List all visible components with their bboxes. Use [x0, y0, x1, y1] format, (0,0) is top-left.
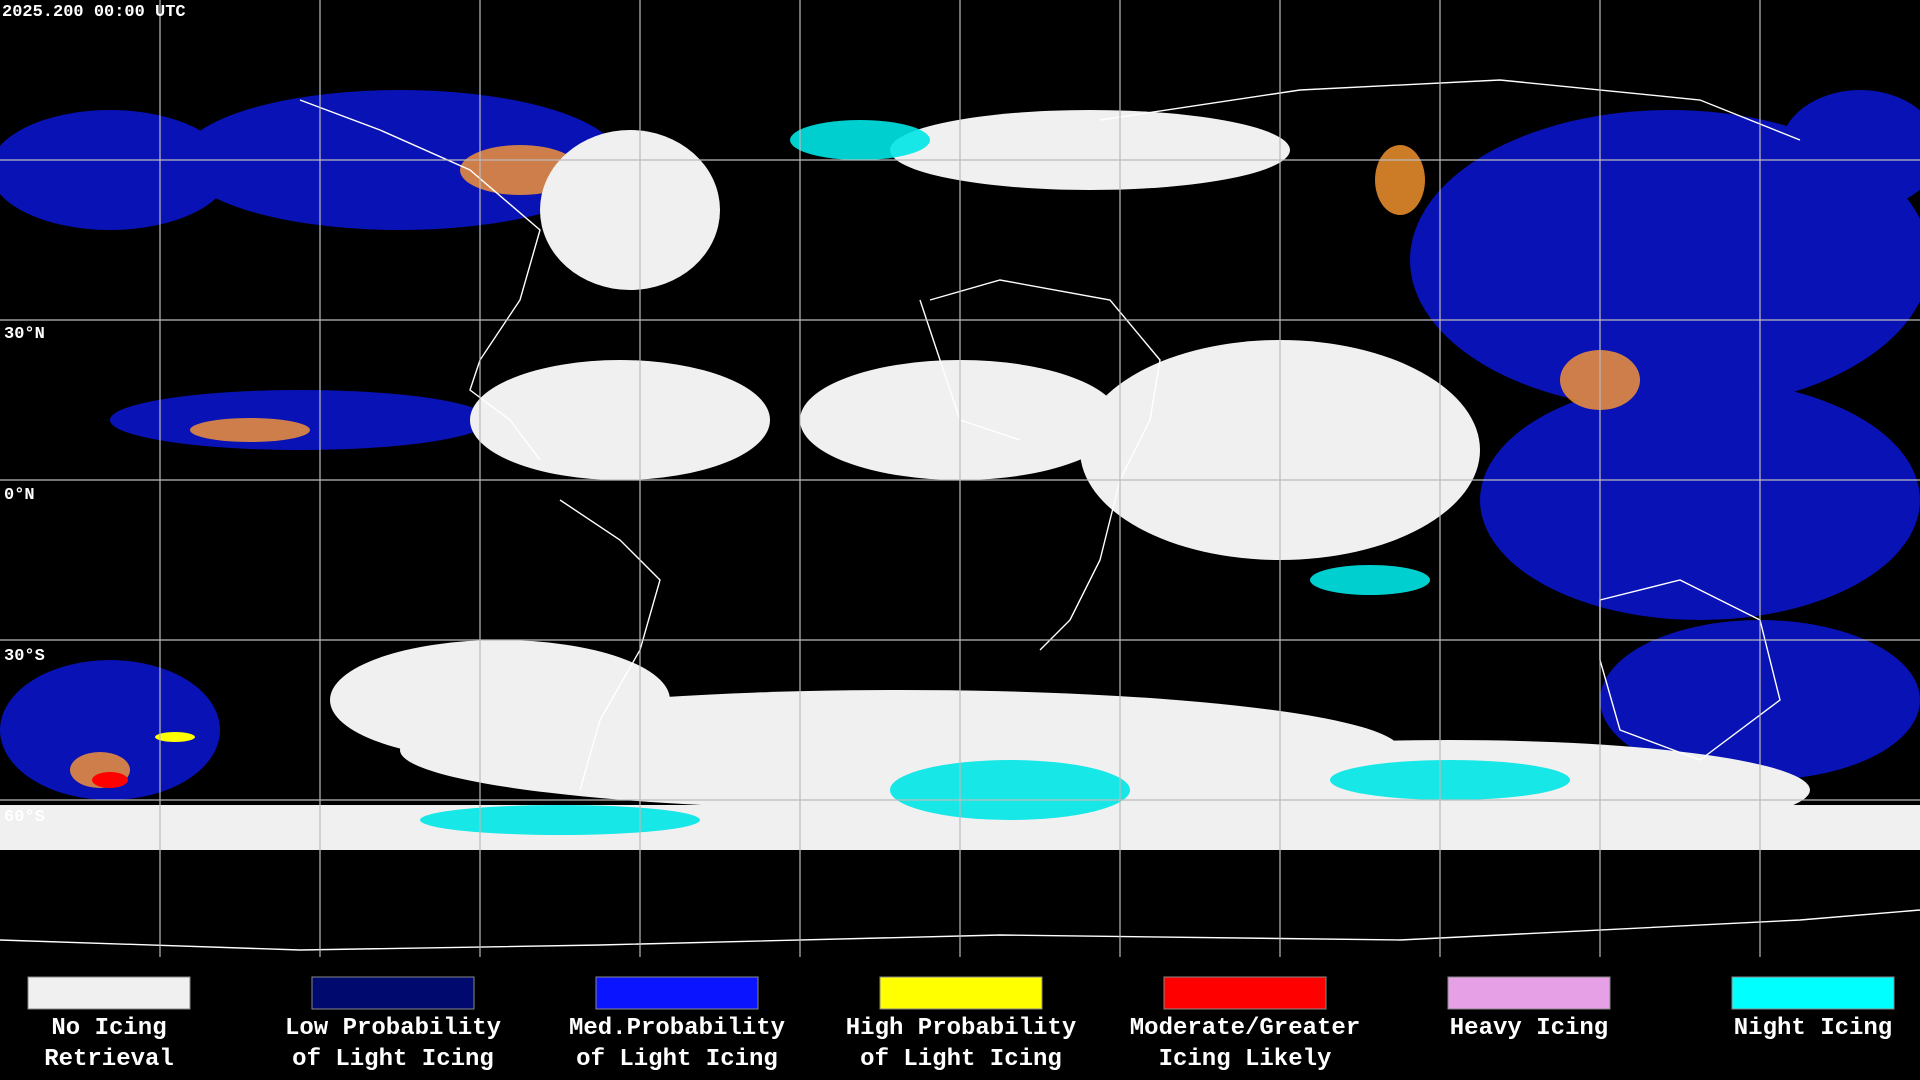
legend-swatch	[311, 976, 475, 1010]
legend-label: of Light Icing	[576, 1046, 778, 1073]
legend-label: Icing Likely	[1159, 1046, 1332, 1073]
legend-swatch	[879, 976, 1043, 1010]
latitude-label: 0°N	[4, 486, 35, 505]
legend-label: Heavy Icing	[1450, 1015, 1608, 1042]
legend-swatch	[1447, 976, 1611, 1010]
legend: No Icing Retrieval Low Probability of Light…	[27, 976, 1895, 1073]
latitude-label: 30°N	[4, 325, 45, 344]
latitude-label: 60°S	[4, 808, 45, 827]
graticule	[0, 0, 1920, 957]
legend-swatch	[1163, 976, 1327, 1010]
legend-label: Med.Probability	[569, 1015, 785, 1042]
legend-label: of Light Icing	[860, 1046, 1062, 1073]
latitude-label: 30°S	[4, 647, 45, 666]
latitude-labels: 30°N 0°N 30°S 60°S	[4, 325, 45, 827]
legend-swatch	[27, 976, 191, 1010]
legend-label: High Probability	[846, 1015, 1076, 1042]
timestamp: 2025.200 00:00 UTC	[2, 3, 186, 22]
legend-label: Retrieval	[44, 1046, 174, 1073]
cloud-field	[0, 90, 1920, 850]
legend-label: Low Probability	[285, 1015, 501, 1042]
legend-swatch	[595, 976, 759, 1010]
legend-swatch	[1731, 976, 1895, 1010]
legend-label: Night Icing	[1734, 1015, 1892, 1042]
legend-label: of Light Icing	[292, 1046, 494, 1073]
legend-label: Moderate/Greater	[1130, 1015, 1360, 1042]
legend-label: No Icing	[51, 1015, 166, 1042]
